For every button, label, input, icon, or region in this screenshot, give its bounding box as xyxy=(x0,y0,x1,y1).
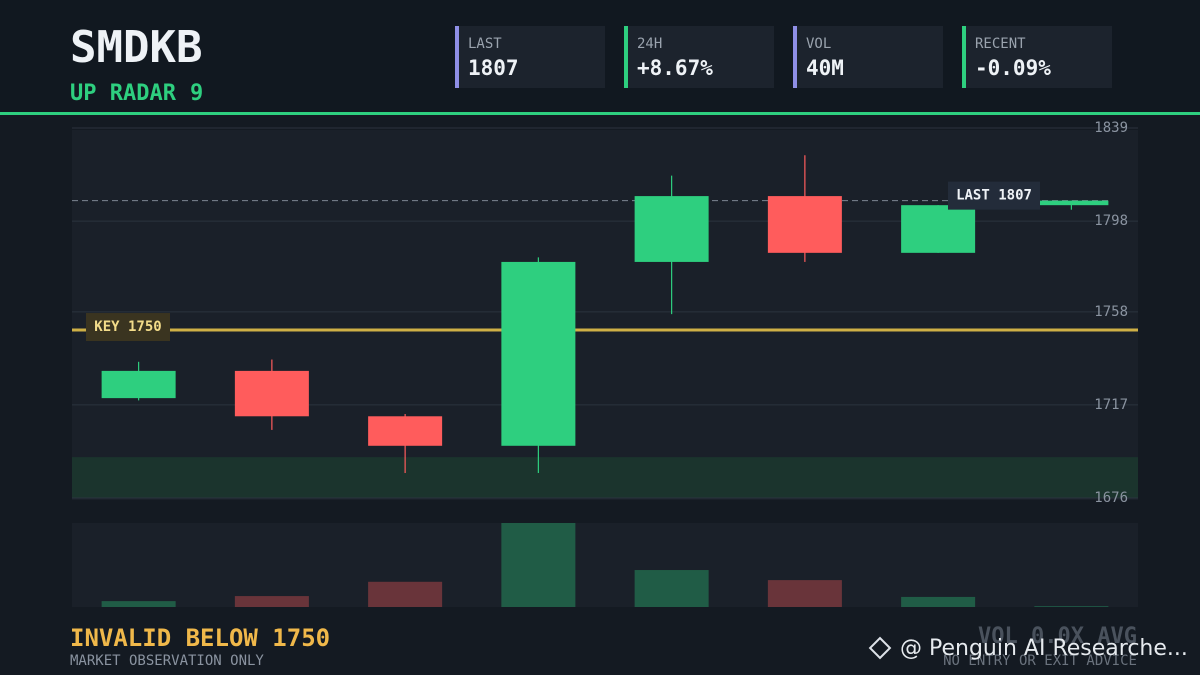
y-tick-label: 1798 xyxy=(1094,213,1128,229)
disclaimer: NO ENTRY OR EXIT ADVICE xyxy=(943,653,1137,669)
key-label: KEY 1750 xyxy=(94,319,161,335)
y-tick-label: 1758 xyxy=(1094,304,1128,320)
y-tick-label: 1717 xyxy=(1094,397,1128,413)
symbol: SMDKB xyxy=(70,22,202,73)
note: MARKET OBSERVATION ONLY xyxy=(70,653,264,669)
watermark: @ Penguin AI Researche... xyxy=(900,636,1188,661)
candle-body xyxy=(234,370,309,417)
candle-body xyxy=(767,196,842,253)
volume-bar xyxy=(101,601,176,607)
volume-bar xyxy=(368,581,443,607)
stat-label: VOL xyxy=(806,36,831,52)
last-badge xyxy=(948,181,1040,210)
tag-value: 9 xyxy=(190,81,203,106)
volume-bg xyxy=(72,523,1138,607)
stat-accent xyxy=(962,26,966,88)
stat-value: 1807 xyxy=(468,56,519,80)
stat-accent xyxy=(624,26,628,88)
volume-bar xyxy=(1034,606,1109,607)
y-tick-label: 1839 xyxy=(1094,120,1128,136)
candle-body xyxy=(501,261,576,446)
candle-body xyxy=(634,196,709,262)
candle-body xyxy=(368,416,443,446)
volume-note: VOL 0.0X AVG xyxy=(978,624,1137,649)
stat-value: 40M xyxy=(806,56,844,80)
volume-bar xyxy=(501,523,576,607)
watermark-group: @ Penguin AI Researche... xyxy=(868,636,1188,661)
stat-label: LAST xyxy=(468,36,502,52)
volume-bar xyxy=(767,580,842,607)
stat-label: RECENT xyxy=(975,36,1026,52)
candle-body xyxy=(901,205,976,253)
volume-bar xyxy=(234,596,309,607)
stat-accent xyxy=(455,26,459,88)
last-label: LAST 1807 xyxy=(956,188,1032,204)
y-tick-label: 1676 xyxy=(1094,490,1128,506)
watermark-icon xyxy=(868,636,892,660)
stat-box xyxy=(962,26,1112,88)
stats: LAST 1807 24H +8.67% VOL 40M RECENT -0.09% xyxy=(455,26,1112,88)
volume-bar xyxy=(901,596,976,607)
tag: UP RADAR xyxy=(70,81,177,106)
stat-label: 24H xyxy=(637,36,662,52)
stat-box xyxy=(624,26,774,88)
warning: INVALID BELOW 1750 xyxy=(70,624,330,652)
key-badge xyxy=(86,313,170,342)
stat-accent xyxy=(793,26,797,88)
plot: 1839 1798 1758 1717 1676 KEY 1750 LAST 1807 xyxy=(72,120,1138,607)
candle-body xyxy=(101,370,176,399)
stat-value: +8.67% xyxy=(637,56,713,80)
stat-value: -0.09% xyxy=(975,56,1051,80)
stat-box xyxy=(793,26,943,88)
volume-bar xyxy=(634,570,709,607)
support-zone xyxy=(72,457,1138,498)
stat-box xyxy=(455,26,605,88)
candle-body xyxy=(1034,200,1109,206)
